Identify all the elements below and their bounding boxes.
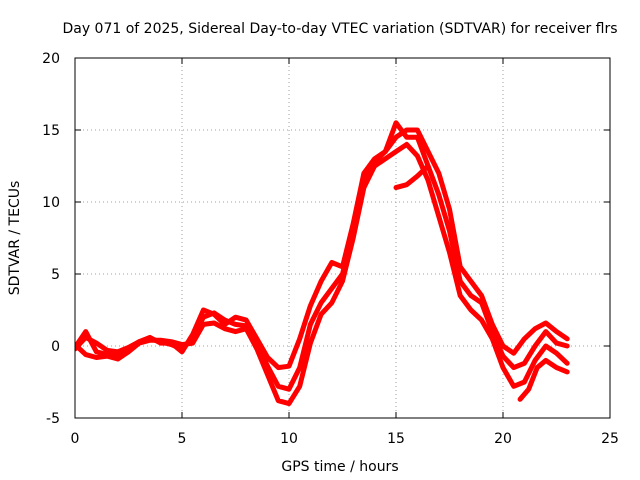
series-line-trace-c [75, 120, 570, 392]
y-tick-label: 20 [42, 51, 60, 67]
series-layer [75, 120, 570, 407]
x-tick-labels: 0 5 10 15 20 25 [71, 431, 619, 447]
y-tick-label: 0 [51, 339, 60, 355]
series-line-trace-b [75, 141, 570, 407]
y-tick-label: 15 [42, 123, 60, 139]
x-tick-label: 0 [71, 431, 80, 447]
x-tick-label: 10 [280, 431, 298, 447]
x-tick-label: 15 [387, 431, 405, 447]
series-line-trace-e [517, 357, 570, 402]
x-tick-label: 25 [601, 431, 619, 447]
ticks-layer [74, 57, 611, 419]
y-tick-label: -5 [46, 411, 60, 427]
plot-frame [74, 57, 611, 419]
y-tick-label: 10 [42, 195, 60, 211]
grid-layer [75, 58, 610, 418]
x-tick-label: 5 [178, 431, 187, 447]
y-axis-label: SDTVAR / TECUs [7, 181, 23, 296]
x-axis-label: GPS time / hours [281, 459, 398, 475]
y-tick-label: 5 [51, 267, 60, 283]
chart-title: Day 071 of 2025, Sidereal Day-to-day VTE… [62, 21, 617, 37]
series-line-trace-d [393, 163, 431, 191]
y-tick-labels: -5 0 5 10 15 20 [42, 51, 60, 427]
x-tick-label: 20 [494, 431, 512, 447]
